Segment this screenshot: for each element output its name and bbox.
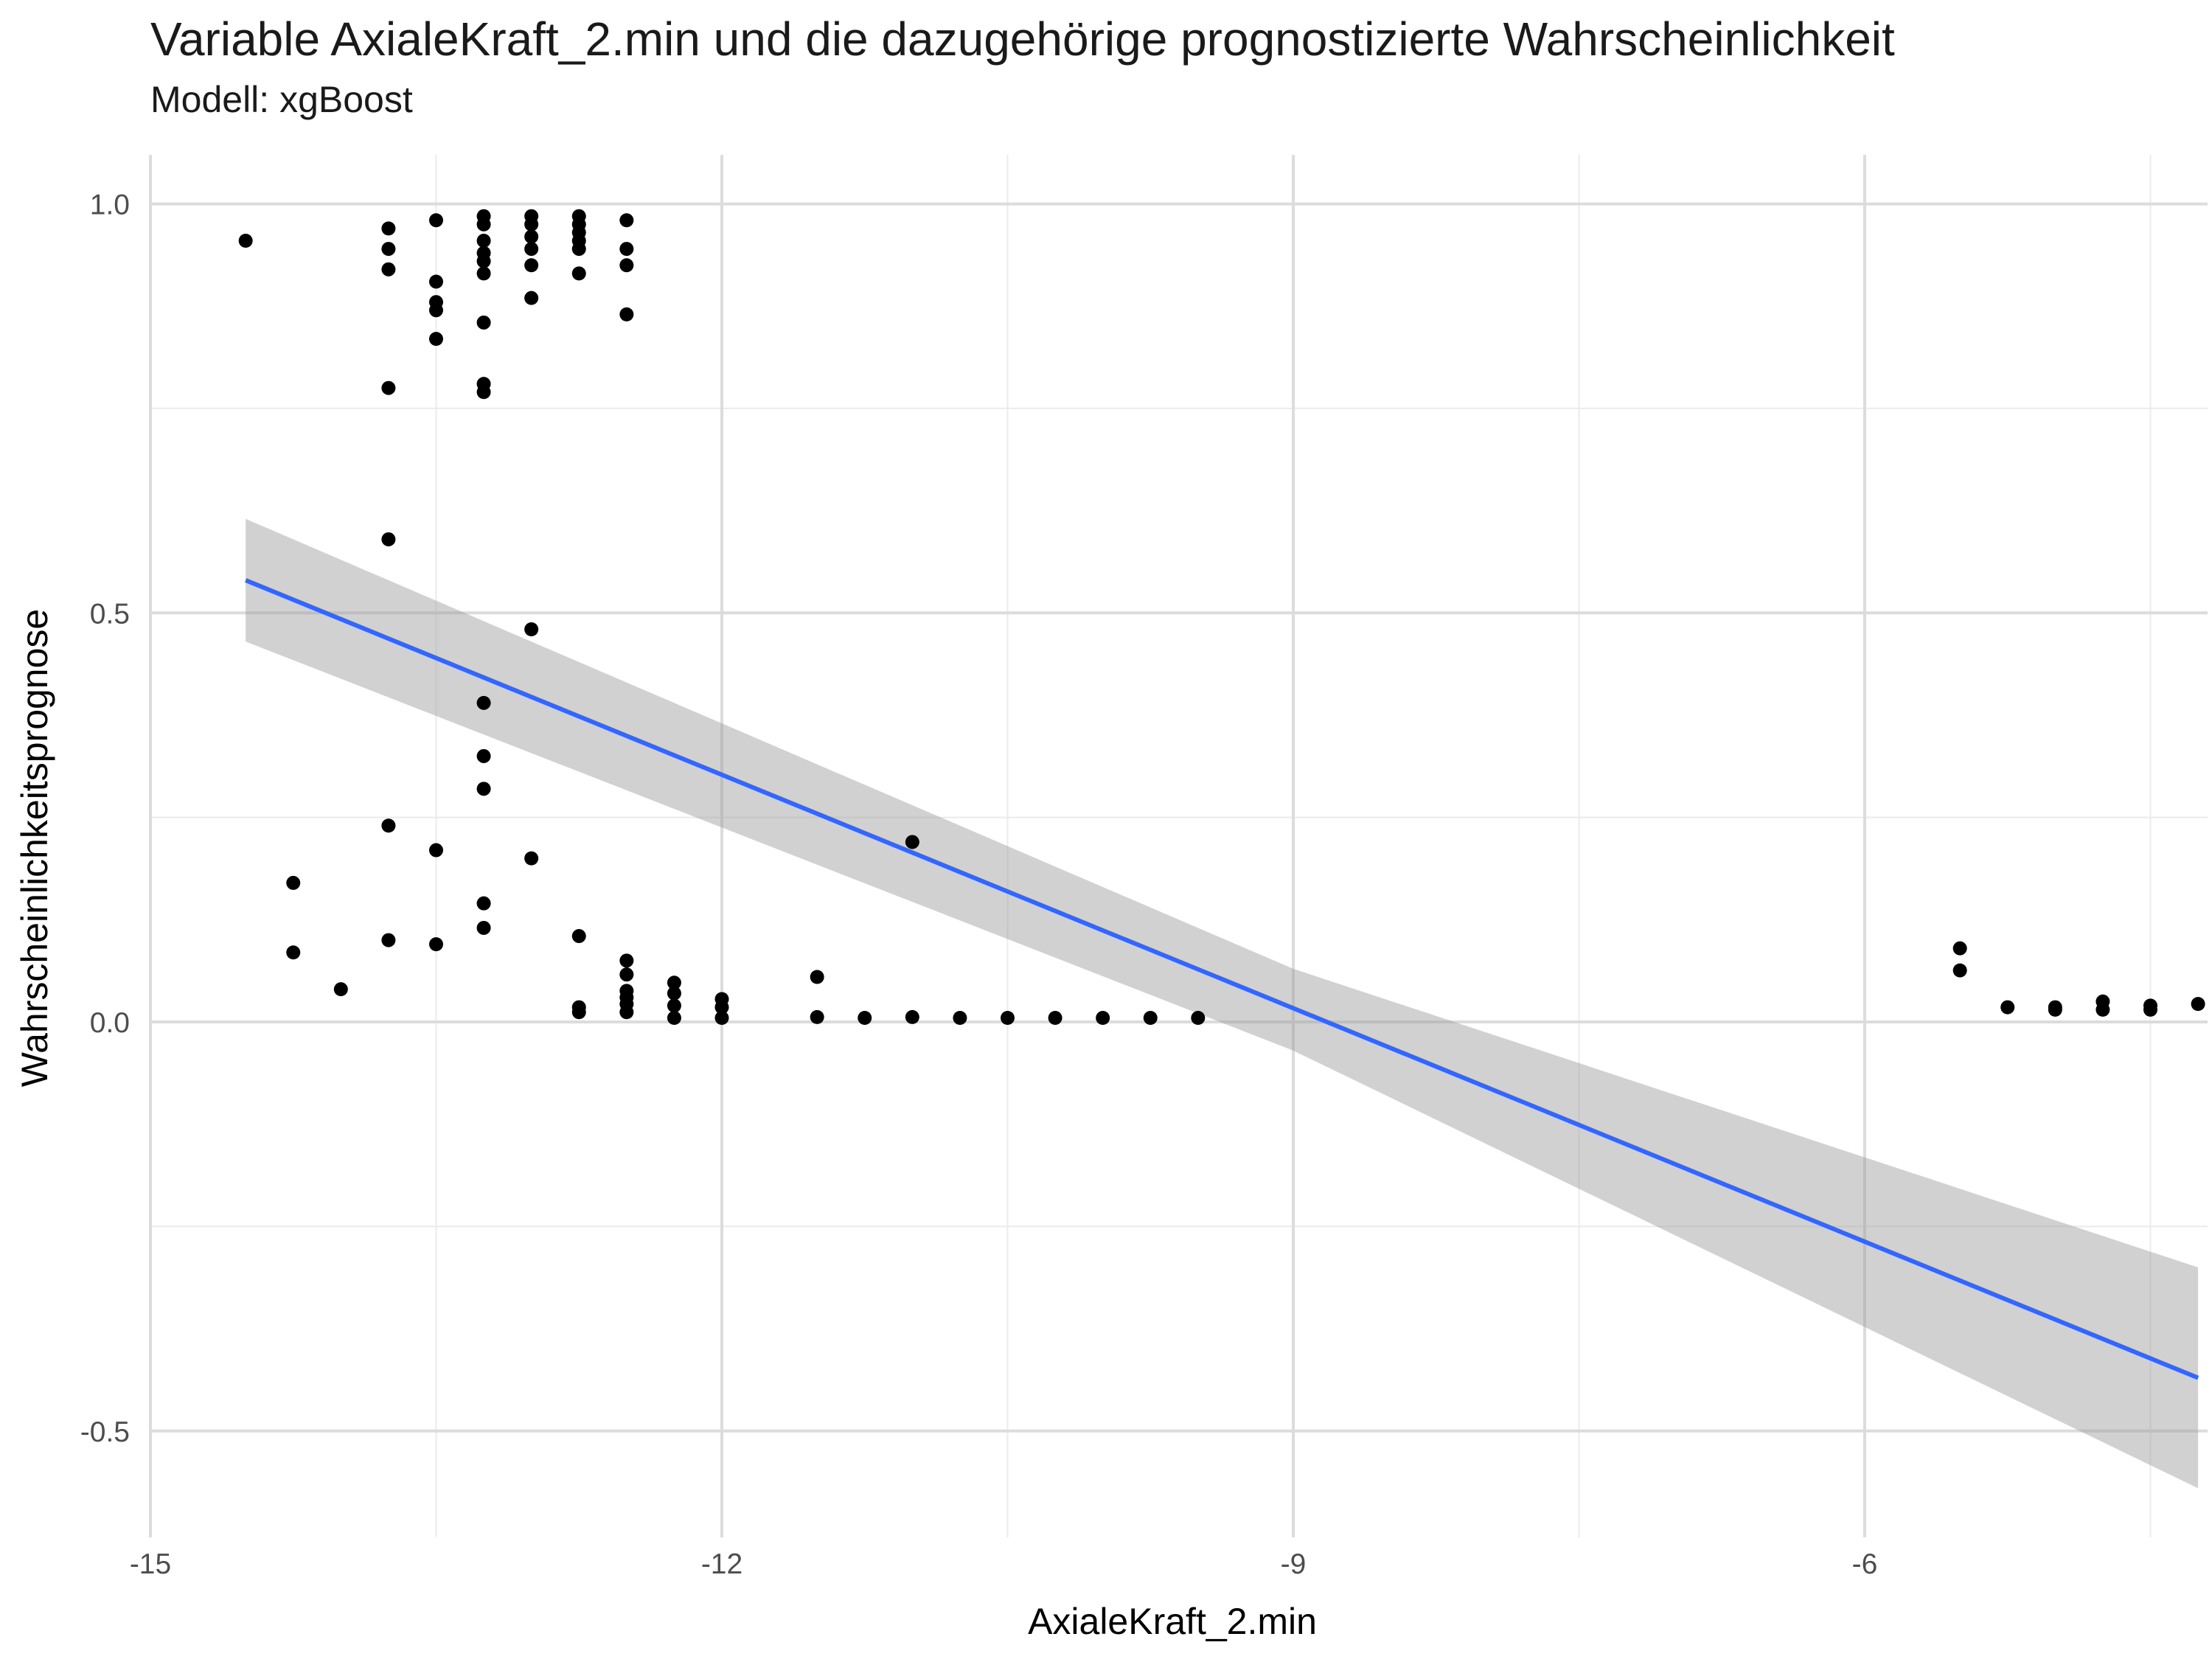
data-point [476, 315, 491, 330]
data-point [524, 229, 539, 244]
data-point [858, 1010, 872, 1025]
data-point [571, 929, 586, 944]
data-point [619, 258, 634, 273]
x-axis-title: AxialeKraft_2.min [1028, 1601, 1317, 1642]
data-point [524, 217, 539, 232]
data-point [1001, 1010, 1015, 1025]
data-point [476, 233, 491, 248]
data-point [286, 875, 301, 890]
data-point [429, 274, 443, 289]
data-point [810, 970, 824, 984]
data-point [619, 213, 634, 228]
x-tick-label: -12 [701, 1548, 742, 1580]
data-point [524, 622, 539, 636]
data-point [619, 953, 634, 968]
data-point [381, 380, 396, 395]
data-point [1143, 1010, 1158, 1025]
data-point [381, 933, 396, 947]
data-point [953, 1010, 967, 1025]
data-point [1096, 1010, 1110, 1025]
y-tick-label: -0.5 [80, 1416, 130, 1448]
y-tick-label: 1.0 [90, 189, 130, 221]
data-point [667, 1010, 681, 1025]
chart-subtitle: Modell: xgBoost [150, 79, 413, 120]
data-point [905, 835, 919, 849]
data-point [524, 291, 539, 305]
data-point [476, 748, 491, 763]
data-point [905, 1009, 919, 1024]
y-axis-title: Wahrscheinlichkeitsprognose [14, 609, 55, 1087]
data-point [2143, 1002, 2157, 1017]
confidence-band [246, 518, 2199, 1489]
grid-major [149, 155, 2208, 1537]
data-point [571, 1005, 586, 1020]
data-point [476, 254, 491, 268]
data-point [476, 920, 491, 935]
y-tick-label: 0.0 [90, 1007, 130, 1039]
x-tick-label: -9 [1281, 1548, 1307, 1580]
data-point [476, 896, 491, 911]
data-point [429, 303, 443, 318]
chart-title: Variable AxialeKraft_2.min und die dazug… [150, 13, 1895, 66]
data-point [667, 998, 681, 1013]
data-point [333, 982, 348, 997]
data-point [476, 385, 491, 400]
y-tick-label: 0.5 [90, 598, 130, 630]
data-point [476, 782, 491, 796]
data-point [667, 986, 681, 1001]
confidence-band-layer [246, 518, 2199, 1489]
data-point [2000, 1000, 2015, 1015]
data-point [381, 262, 396, 276]
data-point [429, 843, 443, 858]
data-point [381, 532, 396, 546]
data-point [524, 851, 539, 866]
data-point [619, 1005, 634, 1020]
data-point [476, 695, 491, 710]
y-tick-labels: -0.5 0.0 0.5 1.0 [80, 189, 130, 1448]
x-tick-label: -15 [130, 1548, 171, 1580]
data-point [381, 221, 396, 236]
data-point [1952, 963, 1967, 978]
data-point [524, 258, 539, 273]
data-point [810, 1009, 824, 1024]
data-point [1952, 941, 1967, 956]
data-point [714, 1000, 729, 1015]
data-point [429, 332, 443, 347]
data-point [381, 242, 396, 257]
data-point [1191, 1010, 1206, 1025]
data-point [619, 967, 634, 982]
data-point [286, 945, 301, 960]
data-point [619, 242, 634, 257]
data-point [1048, 1010, 1062, 1025]
data-point [714, 1010, 729, 1025]
data-point [667, 975, 681, 990]
x-tick-labels: -15 -12 -9 -6 [130, 1548, 1878, 1580]
data-point [381, 818, 396, 833]
data-point [2048, 1002, 2062, 1017]
data-point [238, 233, 253, 248]
fit-line-layer [245, 578, 2199, 1380]
data-point [476, 217, 491, 232]
x-tick-label: -6 [1852, 1548, 1878, 1580]
data-point [476, 266, 491, 281]
data-point [429, 937, 443, 952]
data-point [619, 307, 634, 321]
data-point [524, 242, 539, 257]
data-point [429, 213, 443, 228]
regression-line [245, 578, 2199, 1380]
data-point [571, 242, 586, 257]
data-points-layer [238, 209, 2205, 1025]
data-point [571, 266, 586, 281]
data-point [2096, 1002, 2110, 1017]
data-point [2191, 997, 2205, 1012]
